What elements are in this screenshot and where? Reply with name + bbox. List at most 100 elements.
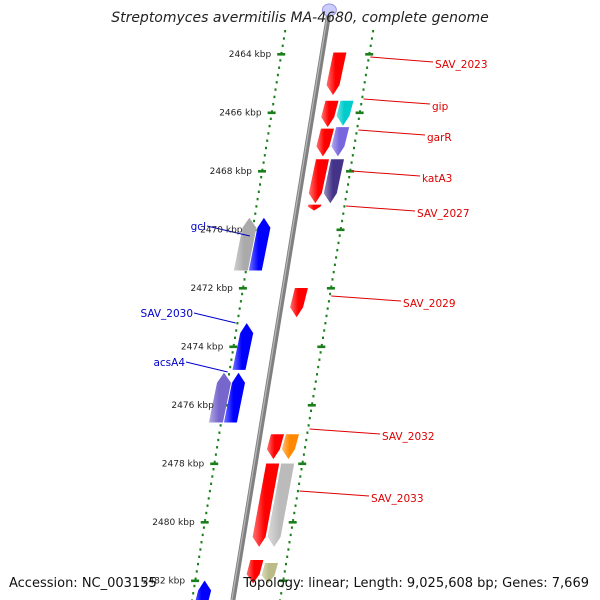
left-track-guide-dot	[206, 504, 209, 507]
left-track-guide-dash	[277, 53, 286, 56]
right-track-guide-dot	[299, 475, 302, 478]
left-track-guide-dash	[258, 170, 266, 173]
gene-arrow-forward-inner-1[interactable]	[316, 128, 334, 157]
right-track-guide-dot	[357, 117, 360, 120]
left-track-guide-dot	[228, 373, 230, 376]
right-track-guide-dot	[349, 168, 352, 172]
right-track-guide-dot	[319, 351, 322, 354]
gene-arrow-SAV_2033[interactable]	[267, 463, 295, 547]
gene-arrow-forward-inner-6[interactable]	[252, 463, 280, 547]
gene-arrow-katA3[interactable]	[323, 159, 344, 204]
gene-arrow-SAV_2029[interactable]	[290, 288, 308, 318]
left-track-guide-dot	[197, 562, 199, 566]
right-track-guide-dot	[298, 482, 301, 485]
viewport-marker[interactable]	[321, 3, 337, 17]
right-track-guide-dot	[327, 300, 330, 303]
left-track-guide-dash	[267, 111, 276, 115]
gene-label-garR[interactable]: garR	[427, 132, 452, 144]
gene-label-acsA4[interactable]: acsA4	[153, 357, 185, 369]
leader-line-katA3	[351, 170, 421, 177]
gene-arrow-gip[interactable]	[336, 100, 354, 126]
right-track-guide-dot	[325, 314, 328, 318]
left-track-guide-dot	[253, 219, 256, 223]
right-track-guide-dash	[298, 462, 307, 466]
leader-line-garR	[358, 129, 426, 136]
gene-arrow-reverse-inner-3[interactable]	[248, 217, 271, 271]
right-track-guide-dot	[336, 249, 339, 252]
right-track-guide-dot	[337, 241, 340, 245]
right-track-guide-dash	[355, 111, 364, 115]
leader-line-SAV_2029	[331, 295, 402, 302]
right-track-guide-dot	[288, 541, 291, 544]
left-track-guide-dot	[279, 59, 282, 62]
gene-arrow-reverse-inner-9[interactable]	[193, 580, 212, 600]
right-track-guide-dot	[369, 44, 372, 47]
gene-label-katA3[interactable]: katA3	[422, 173, 452, 185]
gene-arrow-forward-inner-7[interactable]	[246, 560, 264, 584]
right-track-guide-dot	[344, 197, 347, 201]
left-track-guide-dot	[236, 322, 239, 325]
right-track-guide-dot	[316, 373, 318, 376]
gene-arrow-SAV_2027[interactable]	[307, 204, 322, 211]
right-track-guide-dot	[318, 358, 321, 361]
left-track-guide-dot	[259, 183, 261, 186]
left-track-guide-dot	[278, 66, 281, 69]
left-track-guide-dot	[205, 511, 208, 515]
left-track-guide-dash	[229, 345, 238, 349]
gene-label-gip[interactable]: gip	[432, 101, 449, 113]
leader-line-SAV_2027	[345, 205, 416, 212]
right-track-guide-dash	[317, 345, 326, 349]
left-track-guide-dot	[243, 278, 246, 281]
right-track-guide-dot	[286, 555, 289, 558]
gene-arrow-SAV_2030[interactable]	[232, 323, 254, 370]
gene-label-SAV_2023[interactable]: SAV_2023	[435, 59, 488, 71]
gene-label-SAV_2027[interactable]: SAV_2027	[417, 208, 470, 220]
right-track-guide-dot	[307, 424, 310, 427]
left-track-guide-dot	[242, 285, 245, 288]
gene-arrow-reverse-inner-4[interactable]	[223, 372, 245, 423]
right-track-guide-dot	[314, 380, 317, 383]
left-track-guide-dot	[260, 176, 263, 179]
position-tick-label: 2470 kbp	[200, 226, 243, 236]
right-track-guide-dash	[326, 287, 335, 290]
left-track-guide-dot	[235, 329, 238, 332]
gene-arrow-gcl[interactable]	[233, 217, 257, 271]
right-track-guide-dot	[317, 365, 320, 369]
right-track-guide-dot	[310, 409, 312, 412]
gene-layer[interactable]	[193, 52, 354, 600]
gene-arrow-forward-inner-5[interactable]	[266, 434, 284, 460]
track-layer	[191, 3, 375, 600]
gene-label-SAV_2029[interactable]: SAV_2029	[403, 298, 456, 310]
left-track-guide-dot	[210, 482, 213, 485]
gene-arrow-forward-inner-0[interactable]	[321, 100, 339, 128]
right-track-guide-dot	[311, 402, 314, 405]
left-track-guide-dot	[267, 132, 270, 135]
gene-arrow-SAV_2032[interactable]	[281, 434, 299, 460]
gene-label-SAV_2032[interactable]: SAV_2032	[382, 431, 435, 443]
left-track-guide-dot	[193, 584, 196, 588]
gene-label-gcl[interactable]: gcl	[191, 221, 206, 233]
gene-label-SAV_2030[interactable]: SAV_2030	[140, 308, 193, 320]
gene-arrow-acsA4[interactable]	[208, 372, 231, 423]
gene-label-SAV_2033[interactable]: SAV_2033	[371, 493, 424, 505]
left-track-guide-dot	[230, 358, 233, 361]
position-tick-label: 2472 kbp	[190, 284, 233, 294]
left-track-guide-dot	[276, 73, 279, 77]
gene-arrow-garR[interactable]	[331, 127, 350, 157]
gene-arrow-forward-inner-2[interactable]	[308, 159, 329, 204]
gene-arrow-forward-outer-8[interactable]	[261, 563, 278, 584]
right-track-guide-dot	[295, 497, 298, 500]
right-track-guide-dot	[351, 154, 354, 157]
right-track-guide-dot	[363, 81, 366, 84]
right-track-guide-dot	[296, 489, 299, 493]
left-track-guide-dot	[201, 533, 204, 537]
left-track-guide-dot	[269, 117, 272, 120]
gene-arrow-SAV_2023[interactable]	[326, 52, 347, 96]
left-track-guide-dot	[257, 190, 260, 193]
left-track-guide-dash	[210, 462, 219, 466]
left-track-guide-dot	[265, 146, 267, 150]
left-track-guide-dot	[217, 438, 220, 442]
accession-text: Accession: NC_003155	[9, 576, 157, 591]
right-track-guide-dot	[360, 103, 363, 106]
